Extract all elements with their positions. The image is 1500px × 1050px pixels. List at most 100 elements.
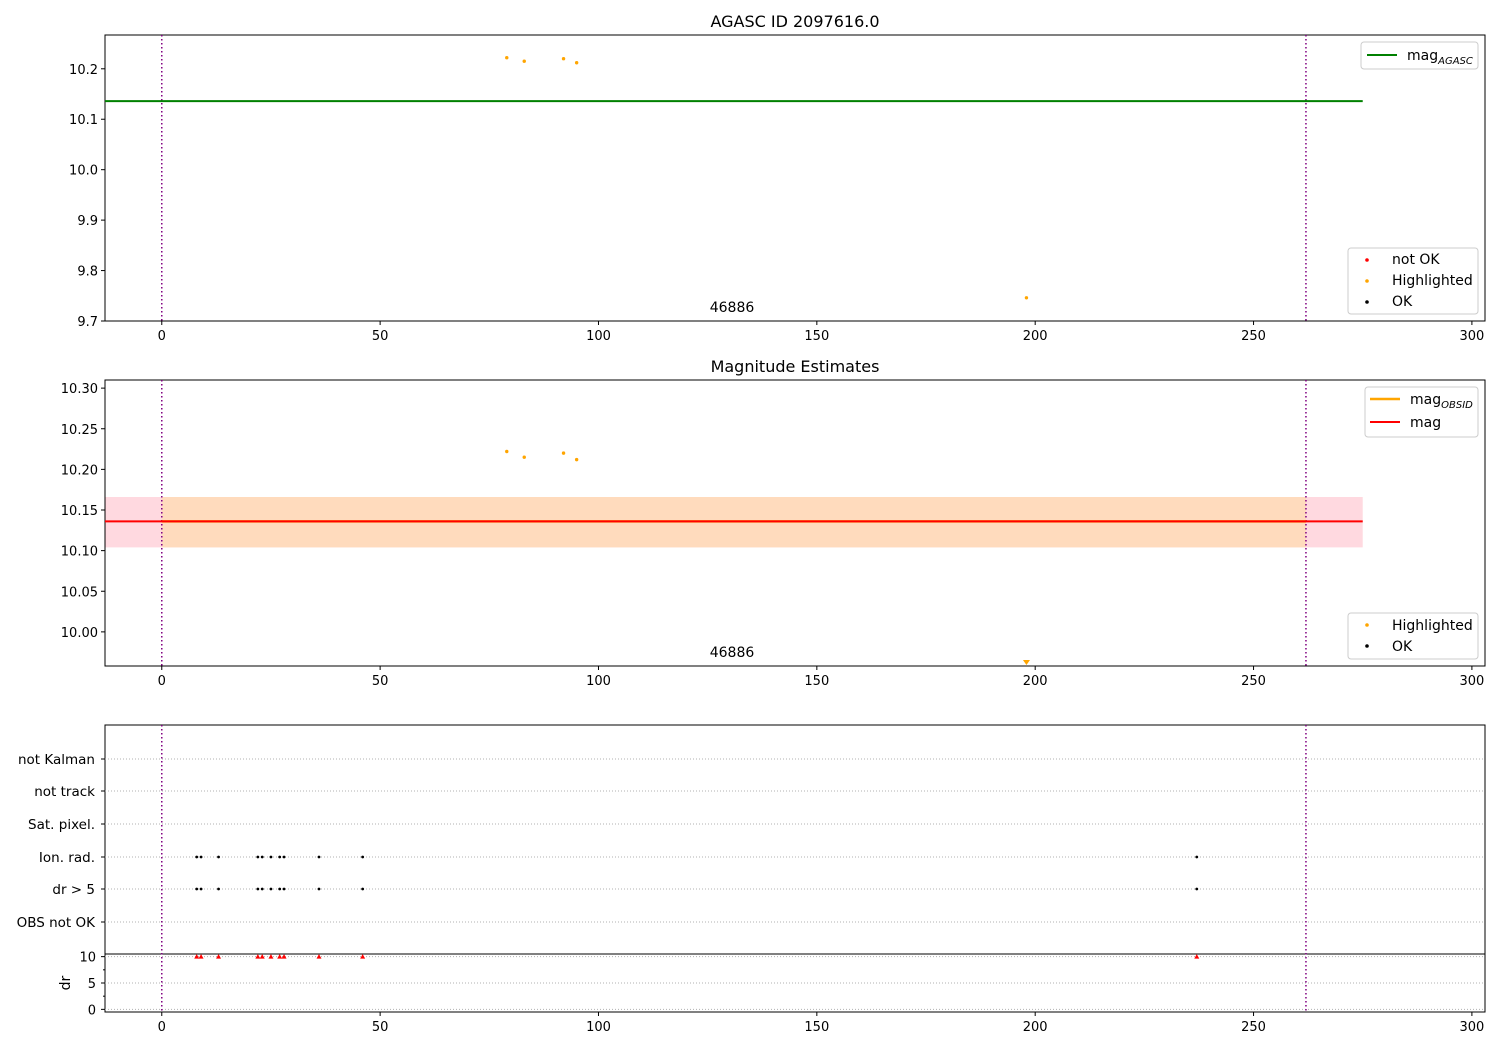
highlighted-point <box>1024 296 1029 300</box>
panel-2-axes-frame <box>104 379 1486 667</box>
panel-1-axes-frame <box>104 34 1486 322</box>
dr-clipped-marker <box>277 954 283 959</box>
flag-point <box>278 855 282 859</box>
svg-text:magOBSID: magOBSID <box>1410 392 1473 411</box>
dr-tick-label: 10 <box>79 951 96 966</box>
dr-tick-label: 0 <box>88 1003 96 1018</box>
panel-2-title: Magnitude Estimates <box>711 357 880 376</box>
flag-point <box>361 887 365 891</box>
svg-text:Highlighted: Highlighted <box>1392 618 1473 634</box>
x-tick-label: 250 <box>1241 1020 1266 1035</box>
dr-clipped-marker <box>198 954 204 959</box>
magnitude-estimates-panel: Magnitude Estimates 0 50 100 150 200 250 300 10… <box>61 357 1486 689</box>
x-tick-label: 150 <box>804 674 829 689</box>
y-tick-label: 10.00 <box>61 626 98 641</box>
svg-text:magAGASC: magAGASC <box>1407 48 1473 67</box>
highlighted-point <box>522 59 526 63</box>
flag-point <box>269 855 273 859</box>
x-tick-label: 50 <box>372 329 389 344</box>
x-tick-label: 50 <box>372 1020 389 1035</box>
panel-2-line-legend: magOBSID mag <box>1364 386 1479 438</box>
y-tick-label: 9.8 <box>77 265 98 280</box>
flag-point <box>282 887 286 891</box>
x-tick-label: 200 <box>1023 329 1048 344</box>
panel-1-line-legend: magAGASC <box>1360 41 1479 70</box>
panel-2-marker-legend: Highlighted OK <box>1347 612 1479 660</box>
flag-row-label: not Kalman <box>18 752 95 768</box>
highlighted-point <box>505 449 509 454</box>
flag-point <box>317 855 321 859</box>
panel-1-obsid-annotation: 46886 <box>710 300 755 316</box>
flag-point <box>282 855 286 859</box>
dr-clipped-marker <box>281 954 287 959</box>
svg-text:mag: mag <box>1410 415 1441 431</box>
y-tick-label: 10.1 <box>69 113 98 128</box>
x-tick-label: 200 <box>1023 1020 1048 1035</box>
svg-text:OK: OK <box>1392 639 1413 655</box>
flags-and-dr-panel: not Kalman not track Sat. pixel. Ion. rad. d… <box>17 724 1486 1035</box>
dr-clipped-marker <box>360 954 366 959</box>
x-tick-label: 300 <box>1459 1020 1484 1035</box>
y-tick-label: 10.30 <box>61 382 98 397</box>
flag-point <box>217 855 220 859</box>
x-tick-label: 300 <box>1459 674 1484 689</box>
flag-point <box>1195 855 1199 859</box>
x-tick-label: 0 <box>158 329 166 344</box>
flag-point <box>195 887 199 891</box>
dr-clipped-marker <box>268 954 274 959</box>
dr-clipped-marker <box>259 954 265 959</box>
x-tick-label: 150 <box>804 1020 829 1035</box>
svg-text:OK: OK <box>1392 294 1413 310</box>
flag-point <box>1195 887 1199 891</box>
dr-clipped-marker <box>1194 954 1200 959</box>
y-tick-label: 10.0 <box>69 164 98 179</box>
x-tick-label: 0 <box>158 674 166 689</box>
flag-point <box>199 887 203 891</box>
panel-1-marker-legend: not OK Highlighted OK <box>1347 247 1479 315</box>
x-tick-label: 200 <box>1023 674 1048 689</box>
svg-text:not OK: not OK <box>1392 252 1440 268</box>
flag-point <box>269 887 273 891</box>
panel-3-axes-frame <box>104 724 1486 1013</box>
dr-clipped-marker <box>194 954 200 959</box>
panel-2-obsid-annotation: 46886 <box>710 645 755 661</box>
flag-row-label: not track <box>34 784 95 800</box>
dr-clipped-marker <box>216 954 222 959</box>
x-tick-label: 300 <box>1459 329 1484 344</box>
flag-point <box>260 887 264 891</box>
flag-point <box>278 887 282 891</box>
flag-row-label: Sat. pixel. <box>28 817 95 833</box>
y-tick-label: 10.15 <box>61 504 98 519</box>
flag-row-label: Ion. rad. <box>39 850 95 866</box>
y-tick-label: 10.2 <box>69 63 98 78</box>
flag-point <box>217 887 220 891</box>
y-tick-label: 9.9 <box>77 214 98 229</box>
flag-row-label: OBS not OK <box>17 915 97 931</box>
dr-clipped-marker <box>255 954 261 959</box>
highlighted-point <box>561 57 566 61</box>
highlighted-point <box>561 451 566 455</box>
x-tick-label: 250 <box>1241 329 1266 344</box>
y-tick-label: 9.7 <box>77 315 98 330</box>
y-tick-label: 10.25 <box>61 423 98 438</box>
flag-point <box>317 887 321 891</box>
dr-clipped-marker <box>316 954 322 959</box>
y-tick-label: 10.05 <box>61 585 98 600</box>
flag-point <box>195 855 199 859</box>
x-tick-label: 150 <box>804 329 829 344</box>
panel-1-title: AGASC ID 2097616.0 <box>710 12 879 31</box>
x-tick-label: 100 <box>586 329 611 344</box>
flag-point <box>256 887 260 891</box>
agasc-magnitude-panel: AGASC ID 2097616.0 0 50 100 150 200 250 300 9.7… <box>69 12 1486 344</box>
highlighted-point <box>522 455 526 459</box>
highlighted-point <box>574 457 579 462</box>
y-tick-label: 10.20 <box>61 463 98 478</box>
flag-point <box>361 855 365 859</box>
flag-point <box>199 855 203 859</box>
x-tick-label: 250 <box>1241 674 1266 689</box>
y-tick-label: 10.10 <box>61 545 98 560</box>
highlighted-point <box>574 61 579 65</box>
flag-row-label: dr > 5 <box>52 882 95 898</box>
x-tick-label: 0 <box>158 1020 166 1035</box>
